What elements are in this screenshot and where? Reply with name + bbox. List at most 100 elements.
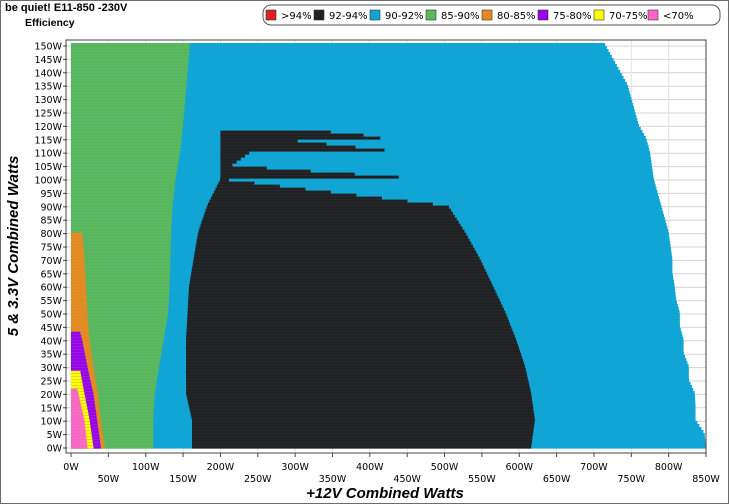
heat-cell-92-94 (187, 304, 503, 308)
heat-region-layer (71, 43, 706, 449)
y-tick-label: 15W (41, 403, 63, 414)
heat-cell-85-90 (71, 259, 171, 263)
heat-cell-80-85 (71, 247, 84, 251)
heat-cell-90-92 (71, 61, 616, 65)
heat-cell-92-94 (189, 280, 492, 284)
heat-cell-85-90 (71, 385, 156, 389)
y-tick-label: 80W (41, 229, 63, 240)
heat-cell-85-90 (71, 223, 172, 227)
heat-cell-92-94 (192, 445, 532, 449)
heat-cell-85-90 (71, 181, 176, 185)
heat-cell-92-94 (220, 175, 399, 179)
legend-label: <70% (663, 11, 694, 22)
heat-cell-92-94 (186, 376, 528, 380)
heat-cell-90-92 (71, 67, 619, 71)
y-tick-label: 65W (41, 269, 63, 280)
heat-cell-92-94 (189, 406, 534, 410)
heat-cell-90-92 (71, 55, 612, 59)
heat-cell-92-94 (193, 259, 482, 263)
heat-cell-92-94 (220, 130, 331, 134)
heat-cell-80-85 (71, 316, 88, 320)
heat-cell-75-80 (71, 361, 87, 365)
heat-cell-92-94 (188, 289, 496, 293)
x-tick-label: 650W (543, 474, 571, 485)
heat-cell-92-94 (187, 310, 506, 314)
heat-cell-85-90 (71, 244, 171, 248)
heat-cell-90-92 (71, 160, 652, 164)
heat-cell-85-90 (71, 106, 185, 110)
x-tick-label: 200W (207, 462, 235, 473)
legend-label: >94% (281, 11, 312, 22)
x-tick-label: 100W (132, 462, 160, 473)
heat-cell-70-75 (71, 379, 83, 383)
heat-cell-80-85 (71, 265, 85, 269)
heat-cell-90-92 (71, 124, 640, 128)
heat-cell-90-92 (71, 94, 631, 98)
heat-cell-92-94 (186, 349, 520, 353)
heat-cell-85-90 (71, 403, 155, 407)
heat-cell-80-85 (71, 271, 86, 275)
heat-cell-85-90 (71, 196, 174, 200)
heat-cell-75-80 (71, 340, 83, 344)
heat-cell-85-90 (71, 79, 187, 83)
y-tick-label: 90W (41, 202, 63, 213)
heat-cell-90-92 (71, 193, 659, 197)
heat-cell-85-90 (71, 421, 154, 425)
heat-cell-85-90 (71, 436, 154, 440)
y-tick-label: 70W (41, 256, 63, 267)
heat-cell-92-94 (189, 283, 493, 287)
heat-cell-below-70 (71, 439, 87, 443)
heat-cell-92-94 (195, 244, 473, 248)
legend-label: 85-90% (441, 11, 480, 22)
heat-cell-75-80 (71, 352, 85, 356)
heat-cell-92-94 (202, 217, 457, 221)
heat-cell-75-80 (71, 367, 88, 371)
heat-cell-92-94 (196, 241, 472, 245)
heat-cell-85-90 (71, 328, 166, 332)
heat-cell-90-92 (71, 73, 622, 77)
heat-cell-80-85 (71, 322, 89, 326)
heat-cell-92-94 (186, 343, 518, 347)
y-tick-label: 135W (34, 82, 62, 93)
heat-cell-92-94 (201, 220, 459, 224)
heat-cell-80-85 (71, 310, 88, 314)
heat-cell-90-92 (71, 139, 647, 143)
heat-cell-85-90 (71, 64, 189, 68)
y-tick-label: 95W (41, 189, 63, 200)
legend-swatch (425, 9, 437, 21)
heat-cell-below-70 (71, 400, 81, 404)
heat-cell-92-94 (187, 397, 532, 401)
heat-cell-85-90 (71, 280, 170, 284)
legend: >94% 92-94% 90-92% 85-90% 80-85% 75-80% 70-75%… (262, 4, 721, 26)
heat-cell-92-94 (191, 418, 535, 422)
chart-subtitle: Efficiency (25, 17, 75, 29)
heat-cell-75-80 (71, 358, 87, 362)
heat-cell-85-90 (71, 289, 170, 293)
x-tick-label: 50W (98, 474, 120, 485)
heat-cell-80-85 (71, 298, 87, 302)
heat-cell-92-94 (186, 358, 524, 362)
heat-cell-below-70 (71, 391, 79, 395)
heat-cell-92-94 (220, 163, 233, 167)
heat-cell-75-80 (71, 364, 88, 368)
heat-cell-92-94 (189, 409, 534, 413)
y-tick-label: 20W (41, 390, 63, 401)
heat-cell-85-90 (71, 304, 169, 308)
heat-cell-85-90 (71, 208, 173, 212)
heat-cell-92-94 (186, 352, 521, 356)
y-tick-label: 110W (34, 149, 62, 160)
heat-cell-92-94 (200, 223, 461, 227)
heat-cell-92-94 (188, 286, 494, 290)
heat-cell-92-94 (220, 157, 241, 161)
x-tick-label: 450W (393, 474, 421, 485)
legend-label: 92-94% (329, 11, 368, 22)
heat-cell-92-94 (192, 424, 535, 428)
x-tick-label: 400W (356, 462, 384, 473)
heat-cell-80-85 (71, 274, 86, 278)
heat-cell-92-94 (194, 250, 477, 254)
heat-cell-85-90 (71, 373, 158, 377)
heat-cell-85-90 (71, 265, 171, 269)
heat-cell-92-94 (186, 346, 519, 350)
heat-cell-92-94 (192, 430, 534, 434)
heat-cell-80-85 (71, 319, 89, 323)
